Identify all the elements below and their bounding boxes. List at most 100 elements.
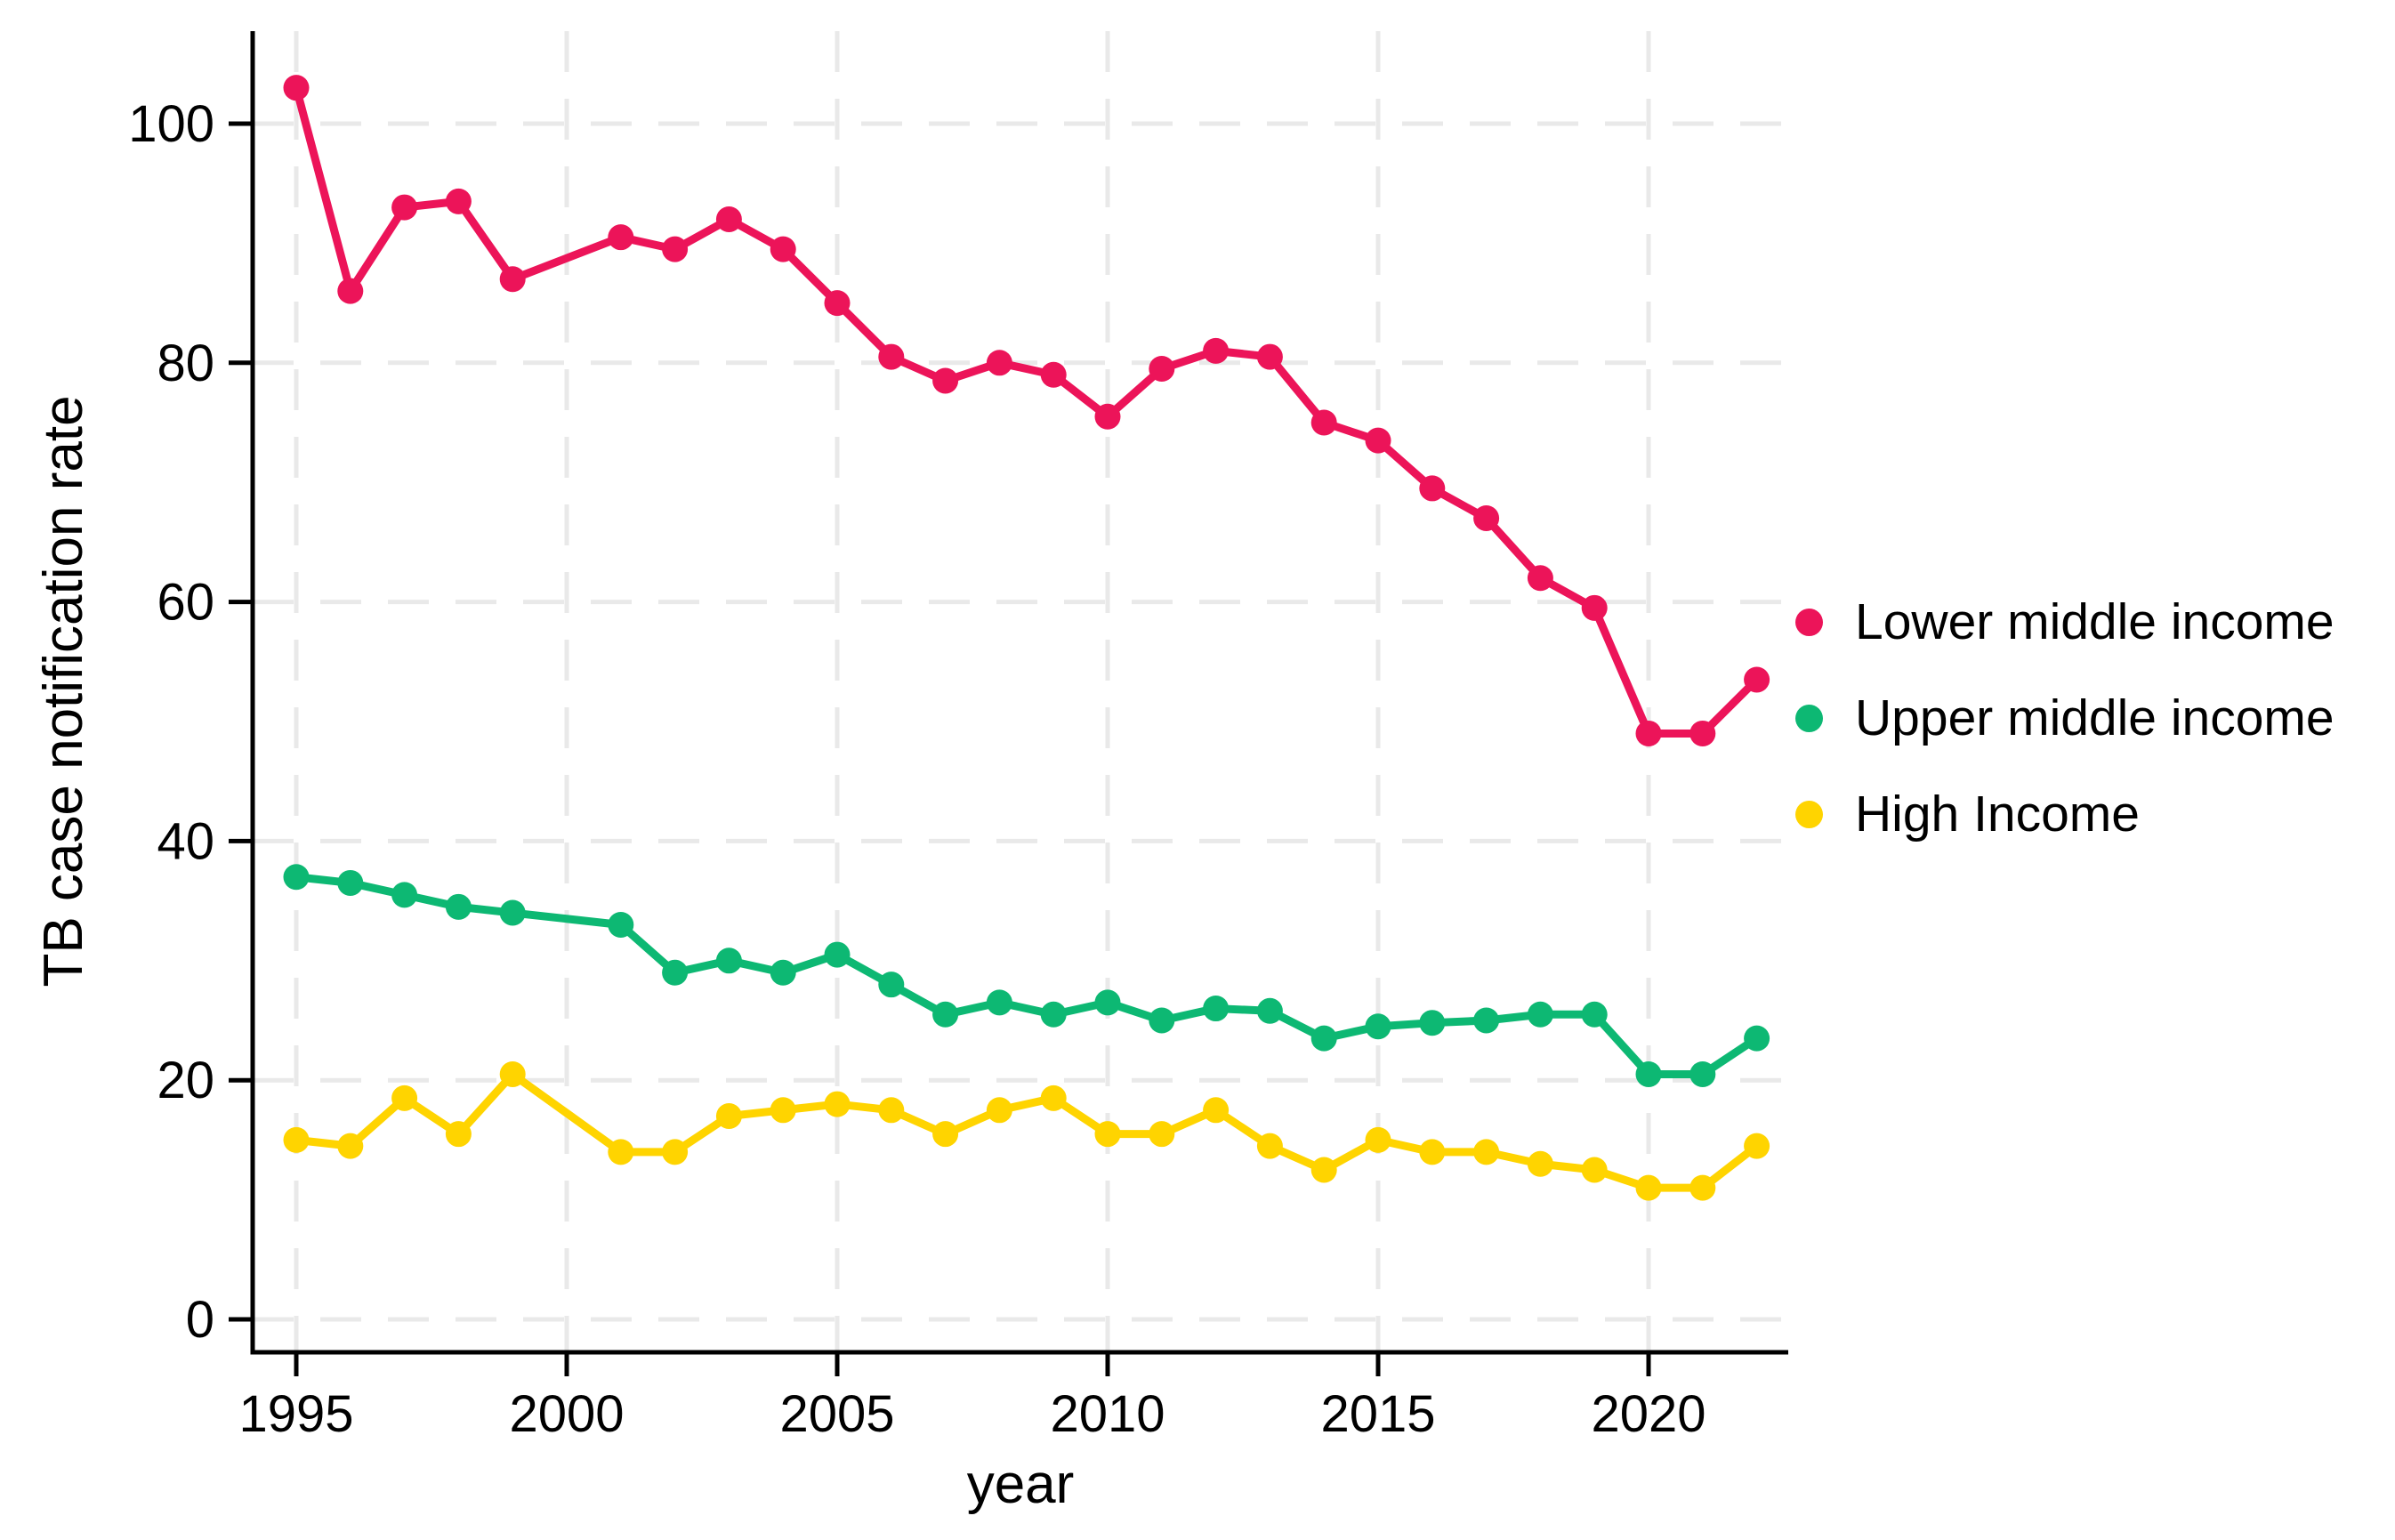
data-point-upper-middle-income-2022 [1744,1025,1770,1052]
data-point-upper-middle-income-1999 [499,899,526,926]
data-point-upper-middle-income-2011 [1149,1007,1175,1034]
data-point-lower-middle-income-2005 [824,290,851,317]
legend-label: High Income [1855,786,2140,843]
data-point-upper-middle-income-2015 [1365,1013,1391,1040]
y-tick-label-0: 0 [186,1291,214,1349]
data-point-lower-middle-income-2001 [608,224,634,251]
data-point-upper-middle-income-2003 [715,947,742,974]
y-tick-label-100: 100 [128,95,214,153]
data-point-upper-middle-income-2001 [608,911,634,938]
data-point-lower-middle-income-2006 [878,343,905,370]
data-point-high-income-2021 [1689,1174,1716,1201]
data-point-lower-middle-income-2004 [770,236,796,262]
gridlines [253,31,1788,1352]
chart-line-lower-middle-income [292,84,1762,738]
data-point-high-income-1998 [445,1121,472,1148]
data-point-high-income-2014 [1310,1157,1337,1183]
data-point-upper-middle-income-2021 [1689,1060,1716,1087]
data-point-high-income-2022 [1744,1133,1770,1159]
data-point-lower-middle-income-2017 [1473,505,1500,532]
data-point-upper-middle-income-2006 [878,972,905,998]
data-point-high-income-1999 [499,1060,526,1087]
data-point-lower-middle-income-2011 [1149,356,1175,383]
legend-marker-upper-middle-income-icon [1795,704,1823,732]
data-point-lower-middle-income-2018 [1527,565,1553,592]
data-point-lower-middle-income-1996 [337,278,364,304]
data-point-upper-middle-income-1996 [337,869,364,896]
x-tick-label-2010: 2010 [1050,1385,1165,1443]
y-tick-label-60: 60 [157,574,214,632]
x-tick-label-2005: 2005 [779,1385,894,1443]
data-point-lower-middle-income-2008 [986,350,1012,376]
data-point-high-income-1995 [283,1126,310,1153]
data-point-high-income-2005 [824,1091,851,1117]
legend-marker-lower-middle-income-icon [1795,608,1823,636]
legend-item-upper-middle-income: Upper middle income [1795,686,2335,750]
tick-labels: 0 20 40 60 80 100 1995 2000 2005 2010 2015 2020 [128,95,1706,1443]
y-tick-label-20: 20 [157,1052,214,1109]
data-point-high-income-2012 [1203,1097,1230,1124]
data-point-lower-middle-income-2007 [932,367,959,394]
x-tick-label-2015: 2015 [1320,1385,1435,1443]
data-point-upper-middle-income-2004 [770,959,796,986]
legend-item-high-income: High Income [1795,782,2335,846]
data-point-high-income-2001 [608,1139,634,1165]
data-point-high-income-2019 [1581,1157,1608,1183]
data-point-upper-middle-income-2005 [824,941,851,968]
legend-item-lower-middle-income: Lower middle income [1795,590,2335,654]
data-point-high-income-2009 [1040,1084,1067,1111]
data-point-upper-middle-income-2012 [1203,996,1230,1022]
axes [229,31,1788,1376]
y-tick-label-40: 40 [157,812,214,870]
data-point-upper-middle-income-2020 [1635,1060,1662,1087]
x-axis-title: year [967,1454,1075,1515]
data-point-lower-middle-income-1999 [499,266,526,293]
data-point-upper-middle-income-2010 [1094,989,1121,1016]
data-series [283,75,1770,1201]
data-point-lower-middle-income-2013 [1256,343,1283,370]
data-point-lower-middle-income-2010 [1094,403,1121,430]
data-point-lower-middle-income-2014 [1310,409,1337,436]
y-tick-label-80: 80 [157,335,214,392]
legend-marker-high-income-icon [1795,800,1823,828]
data-point-upper-middle-income-2018 [1527,1001,1553,1028]
data-point-high-income-2004 [770,1097,796,1124]
data-point-high-income-2003 [715,1103,742,1130]
data-point-lower-middle-income-1998 [445,188,472,214]
data-point-upper-middle-income-1998 [445,893,472,920]
data-point-upper-middle-income-2007 [932,1001,959,1028]
data-point-high-income-2010 [1094,1121,1121,1148]
data-point-upper-middle-income-2002 [662,959,689,986]
data-point-lower-middle-income-2009 [1040,361,1067,388]
data-point-lower-middle-income-2003 [715,206,742,233]
data-point-high-income-1997 [391,1084,418,1111]
data-point-upper-middle-income-2016 [1419,1010,1446,1036]
data-point-high-income-2018 [1527,1150,1553,1177]
data-point-lower-middle-income-2020 [1635,720,1662,746]
legend: Lower middle income Upper middle income … [1795,590,2335,846]
data-point-upper-middle-income-2013 [1256,997,1283,1024]
data-point-upper-middle-income-1995 [283,864,310,891]
x-tick-label-2000: 2000 [509,1385,624,1443]
data-point-upper-middle-income-2019 [1581,1001,1608,1028]
data-point-high-income-2011 [1149,1121,1175,1148]
data-point-lower-middle-income-2016 [1419,475,1446,502]
x-tick-label-1995: 1995 [238,1385,353,1443]
data-point-lower-middle-income-2015 [1365,427,1391,454]
data-point-lower-middle-income-2019 [1581,594,1608,621]
data-point-high-income-2015 [1365,1126,1391,1153]
data-point-high-income-2007 [932,1121,959,1148]
data-point-upper-middle-income-2014 [1310,1025,1337,1052]
data-point-upper-middle-income-2017 [1473,1007,1500,1034]
data-point-lower-middle-income-2022 [1744,666,1770,693]
data-point-lower-middle-income-1997 [391,194,418,221]
data-point-lower-middle-income-2002 [662,236,689,262]
data-point-high-income-2013 [1256,1133,1283,1159]
x-tick-label-2020: 2020 [1591,1385,1706,1443]
data-point-lower-middle-income-2021 [1689,720,1716,746]
data-point-high-income-1996 [337,1133,364,1159]
y-axis-title: TB case notification rate [33,395,94,987]
legend-label: Upper middle income [1855,689,2335,746]
